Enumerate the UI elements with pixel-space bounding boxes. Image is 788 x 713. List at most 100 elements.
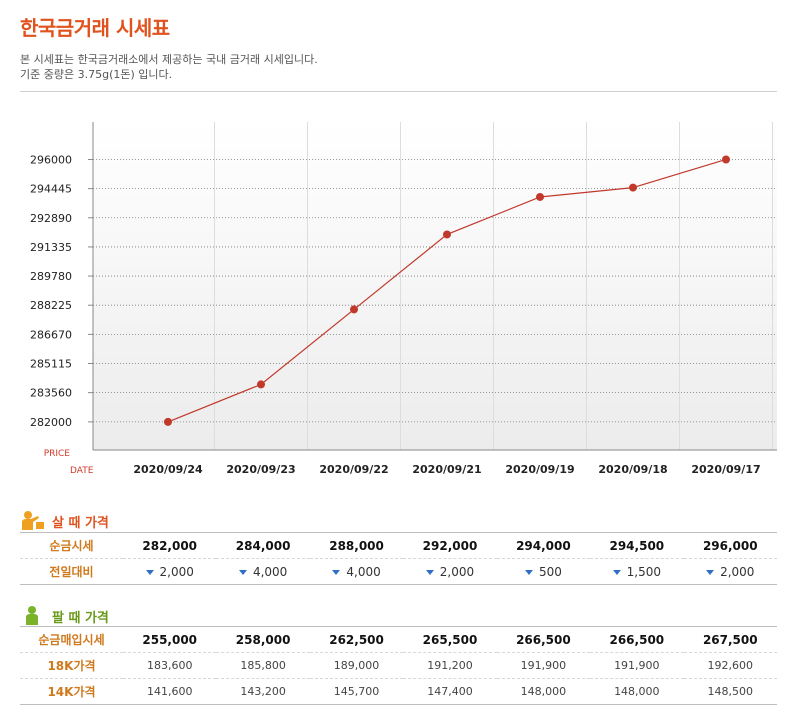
buy-price-label: 살 때 가격 [52,515,109,531]
person-buy-icon [22,511,44,530]
table-cell: 1,500 [590,558,684,585]
y-tick-label: 288225 [30,299,72,312]
y-tick-label: 292890 [30,212,72,225]
table-cell: 2,000 [123,558,217,585]
sell-price-heading: 팔 때 가격 [20,606,109,626]
y-axis-title: PRICE [44,449,71,459]
data-point [350,305,358,314]
page-description: 본 시세표는 한국금거래소에서 제공하는 국내 금거래 시세입니다. 기준 중량… [20,52,318,82]
row-header: 14K가격 [20,678,123,705]
change-value: 4,000 [346,564,381,579]
data-point [722,155,730,164]
data-point [443,230,451,239]
table-cell: 255,000 [123,626,217,653]
sell-price-table: 순금매입시세 255,000 258,000 262,500 265,500 2… [20,626,777,705]
table-row: 14K가격 141,600 143,200 145,700 147,400 14… [20,678,777,705]
table-row: 전일대비 2,000 4,000 4,000 2,000 500 1,500 2… [20,558,777,585]
down-arrow-icon [332,569,341,575]
table-cell: 294,000 [496,532,591,559]
down-arrow-icon [145,569,154,575]
table-cell: 183,600 [123,652,217,679]
data-point [629,183,637,192]
x-tick-label: 2020/09/21 [412,463,481,476]
table-cell: 288,000 [309,532,404,559]
x-tick-label: 2020/09/18 [598,463,667,476]
down-arrow-icon [706,569,715,575]
x-tick-label: 2020/09/24 [133,463,203,476]
row-header: 순금매입시세 [20,626,123,653]
x-tick-label: 2020/09/17 [691,463,760,476]
y-tick-label: 282000 [30,416,72,429]
table-cell: 294,500 [590,532,684,559]
table-cell: 191,900 [496,652,591,679]
table-cell: 189,000 [309,652,404,679]
x-axis-title: DATE [70,466,94,476]
table-cell: 284,000 [216,532,310,559]
down-arrow-icon [425,569,434,575]
row-header: 전일대비 [20,558,123,585]
table-cell: 145,700 [309,678,404,705]
table-cell: 265,500 [403,626,497,653]
table-cell: 266,500 [590,626,684,653]
y-tick-label: 285115 [30,358,72,371]
table-row: 순금매입시세 255,000 258,000 262,500 265,500 2… [20,626,777,653]
table-cell: 2,000 [683,558,777,585]
change-value: 2,000 [439,564,475,579]
table-cell: 262,500 [309,626,404,653]
y-tick-label: 294445 [30,183,72,196]
table-cell: 500 [496,558,591,585]
table-cell: 147,400 [403,678,497,705]
table-cell: 148,500 [683,678,777,705]
table-cell: 185,800 [216,652,310,679]
change-value: 1,500 [626,564,661,579]
x-tick-label: 2020/09/22 [319,463,388,476]
change-value: 2,000 [159,564,194,579]
table-cell: 143,200 [216,678,310,705]
down-arrow-icon [238,569,247,575]
table-cell: 148,000 [496,678,591,705]
data-point [164,417,172,426]
table-cell: 148,000 [590,678,684,705]
down-arrow-icon [612,569,621,575]
y-tick-label: 286670 [30,328,72,341]
change-value: 4,000 [252,564,288,579]
y-tick-label: 289780 [30,270,72,283]
table-cell: 258,000 [216,626,310,653]
change-value: 2,000 [720,564,755,579]
table-cell: 4,000 [216,558,310,585]
table-row: 18K가격 183,600 185,800 189,000 191,200 19… [20,652,777,679]
table-cell: 292,000 [403,532,497,559]
table-cell: 4,000 [309,558,404,585]
buy-price-table: 순금시세 282,000 284,000 288,000 292,000 294… [20,532,777,585]
x-tick-label: 2020/09/19 [505,463,574,476]
table-cell: 267,500 [683,626,777,653]
x-tick-label: 2020/09/23 [226,463,295,476]
description-line-1: 본 시세표는 한국금거래소에서 제공하는 국내 금거래 시세입니다. [20,53,318,66]
table-cell: 191,900 [590,652,684,679]
table-cell: 296,000 [683,532,777,559]
table-cell: 266,500 [496,626,591,653]
change-value: 500 [538,564,562,579]
down-arrow-icon [524,569,533,575]
plot-area [93,122,777,450]
table-cell: 2,000 [403,558,497,585]
data-point [257,380,265,389]
y-tick-label: 291335 [30,241,72,254]
description-line-2: 기준 중량은 3.75g(1돈) 입니다. [20,68,173,81]
page-title: 한국금거래 시세표 [20,16,170,40]
row-header: 순금시세 [20,532,123,559]
data-point [536,192,544,201]
price-line-chart: 296000 294445 292890 291335 289780 288225 2866… [30,122,777,476]
header-divider [20,91,777,92]
y-tick-label: 283560 [30,387,72,400]
sell-price-label: 팔 때 가격 [52,610,109,626]
table-cell: 191,200 [403,652,497,679]
table-cell: 141,600 [123,678,217,705]
buy-price-heading: 살 때 가격 [20,511,109,531]
table-row: 순금시세 282,000 284,000 288,000 292,000 294… [20,532,777,559]
table-cell: 282,000 [123,532,217,559]
row-header: 18K가격 [20,652,123,679]
person-sell-icon [26,606,38,625]
table-cell: 192,600 [683,652,777,679]
y-tick-label: 296000 [30,153,72,166]
